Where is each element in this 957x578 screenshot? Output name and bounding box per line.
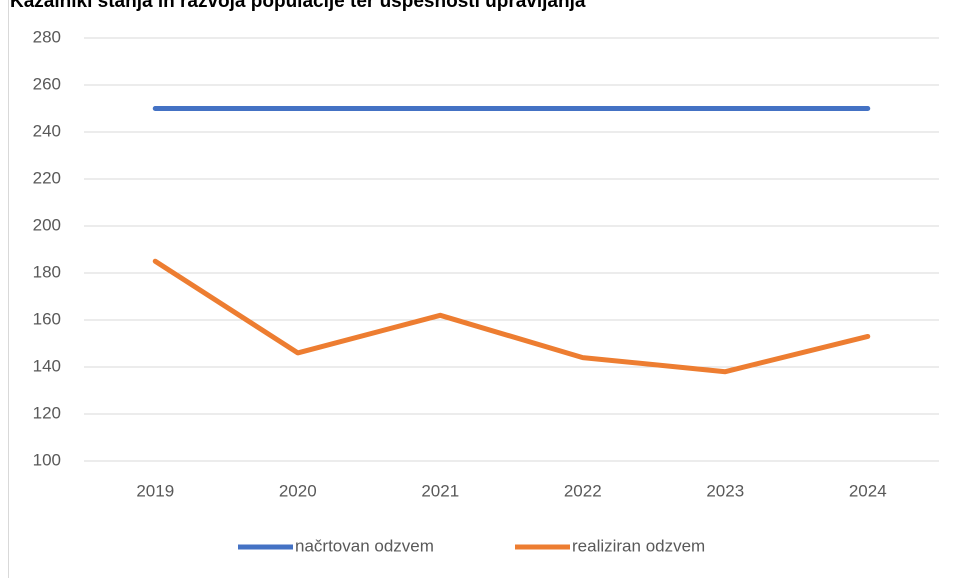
y-tick-label: 280	[33, 27, 61, 46]
legend-label: načrtovan odzvem	[295, 536, 434, 555]
y-tick-label: 260	[33, 74, 61, 93]
legend-label: realiziran odzvem	[572, 536, 705, 555]
x-tick-label: 2020	[279, 481, 317, 500]
y-tick-label: 140	[33, 356, 61, 375]
chart-frame	[8, 0, 9, 578]
y-tick-label: 160	[33, 309, 61, 328]
x-tick-label: 2024	[849, 481, 887, 500]
series-line	[152, 258, 871, 375]
y-tick-label: 100	[33, 450, 61, 469]
y-tick-label: 180	[33, 262, 61, 281]
x-tick-label: 2022	[564, 481, 602, 500]
x-tick-label: 2023	[706, 481, 744, 500]
x-tick-label: 2019	[136, 481, 174, 500]
x-tick-label: 2021	[421, 481, 459, 500]
chart-title: Kazalniki stanja in razvoja populacije t…	[10, 0, 586, 12]
y-tick-label: 200	[33, 215, 61, 234]
y-tick-label: 220	[33, 168, 61, 187]
y-tick-label: 240	[33, 121, 61, 140]
y-tick-label: 120	[33, 403, 61, 422]
